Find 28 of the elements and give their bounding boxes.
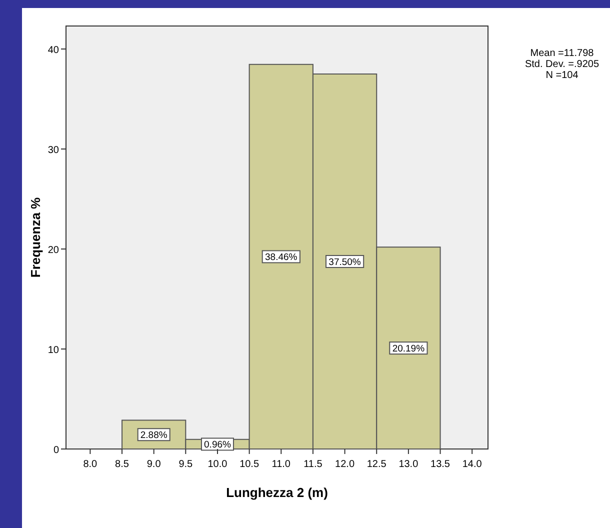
x-tick-label: 14.0 — [462, 459, 482, 470]
x-tick-label: 10.5 — [240, 459, 260, 470]
text: N =104 — [546, 70, 579, 81]
x-tick-label: 9.0 — [146, 459, 162, 470]
y-tick-label: 30 — [48, 145, 60, 156]
data-label: 38.46% — [265, 252, 298, 264]
x-tick-label: 9.5 — [178, 459, 194, 470]
x-tick-label: 13.5 — [430, 459, 450, 470]
x-tick-label: 8.5 — [115, 459, 130, 470]
x-axis-title: Lunghezza 2 (m) — [226, 485, 328, 500]
y-tick-label: 20 — [48, 245, 60, 256]
data-label: 37.50% — [328, 257, 362, 268]
data-label: 20.19% — [392, 344, 426, 355]
x-tick-label: 11.0 — [272, 459, 291, 470]
x-tick-label: 11.5 — [304, 459, 323, 470]
y-tick-label: 0 — [53, 445, 60, 456]
data-label: 0.96% — [204, 440, 232, 451]
x-tick-label: 12.0 — [335, 459, 355, 470]
data-label: 2.88% — [140, 430, 168, 442]
text: Std. Dev. =.9205 — [524, 59, 600, 70]
text: Mean =11.798 — [530, 48, 594, 59]
y-tick-label: 10 — [48, 345, 60, 356]
x-tick-label: 10.0 — [208, 459, 228, 470]
y-axis-title: Frequenza % — [28, 196, 43, 278]
x-tick-label: 13.0 — [398, 459, 419, 470]
y-tick-label: 40 — [48, 45, 60, 56]
x-tick-label: 8.0 — [83, 459, 98, 470]
x-tick-label: 12.5 — [366, 459, 387, 470]
